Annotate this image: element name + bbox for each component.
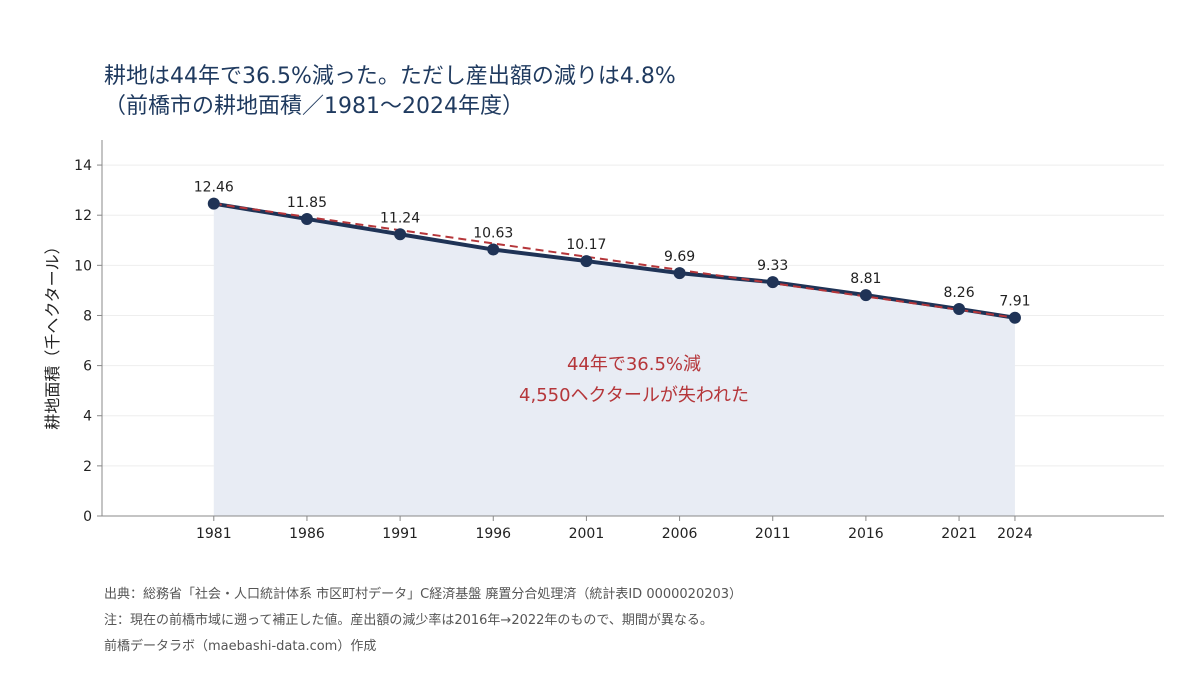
- data-point: [953, 302, 966, 315]
- x-tick-label: 2001: [569, 526, 605, 542]
- x-tick-label: 2021: [941, 526, 977, 542]
- data-point: [394, 228, 407, 241]
- trend-line: [213, 202, 1016, 319]
- y-axis-title: 耕地面積（千ヘクタール）: [43, 238, 62, 429]
- x-tick-label: 2024: [997, 526, 1033, 542]
- x-tick-label: 1991: [382, 526, 418, 542]
- data-point: [207, 197, 220, 210]
- credit-note: 前橋データラボ（maebashi-data.com）作成: [104, 639, 377, 654]
- y-tick-label: 0: [83, 509, 92, 525]
- chart-title: 耕地は44年で36.5%減った。ただし産出額の減りは4.8% （前橋市の耕地面積…: [104, 62, 676, 122]
- data-label: 8.81: [850, 271, 881, 287]
- data-label: 10.17: [566, 237, 606, 253]
- chart-title-line1: 耕地は44年で36.5%減った。ただし産出額の減りは4.8%: [104, 64, 676, 89]
- series-line: [213, 201, 1016, 320]
- data-point: [580, 255, 593, 268]
- data-point: [766, 276, 779, 289]
- data-label: 7.91: [999, 294, 1030, 310]
- x-tick-label: 1986: [289, 526, 325, 542]
- data-point: [859, 289, 872, 302]
- y-tick-label: 10: [74, 258, 92, 274]
- chart-title-line2: （前橋市の耕地面積／1981〜2024年度）: [104, 94, 524, 119]
- data-point: [487, 243, 500, 256]
- data-label: 10.63: [473, 226, 513, 242]
- y-tick-label: 14: [74, 158, 92, 174]
- x-tick-label: 2006: [662, 526, 698, 542]
- data-point: [300, 212, 313, 225]
- y-tick-label: 12: [74, 208, 92, 224]
- data-point: [673, 267, 686, 280]
- annotation-line2: 4,550ヘクタールが失われた: [519, 385, 749, 406]
- chart-footer: 出典：総務省「社会・人口統計体系 市区町村データ」C経済基盤 廃置分合処理済（統…: [104, 582, 742, 660]
- area-fill: [213, 203, 1015, 517]
- data-label: 11.24: [380, 210, 420, 226]
- source-note: 出典：総務省「社会・人口統計体系 市区町村データ」C経済基盤 廃置分合処理済（統…: [104, 587, 743, 602]
- data-label: 12.46: [194, 180, 234, 196]
- x-tick-label: 2016: [848, 526, 884, 542]
- data-label: 11.85: [287, 195, 327, 211]
- annotation-line1: 44年で36.5%減: [567, 354, 701, 375]
- y-tick-label: 6: [83, 359, 92, 375]
- x-tick-label: 2011: [755, 526, 791, 542]
- footnote: 注：現在の前橋市域に遡って補正した値。産出額の減少率は2016年→2022年のも…: [104, 613, 713, 628]
- x-tick-label: 1981: [196, 526, 232, 542]
- data-label: 9.69: [664, 249, 695, 265]
- data-label: 9.33: [757, 258, 788, 274]
- data-point: [1008, 311, 1021, 324]
- data-label: 8.26: [943, 285, 974, 301]
- y-tick-label: 2: [83, 459, 92, 475]
- y-tick-label: 8: [83, 308, 92, 324]
- x-tick-label: 1996: [475, 526, 511, 542]
- y-tick-label: 4: [83, 409, 92, 425]
